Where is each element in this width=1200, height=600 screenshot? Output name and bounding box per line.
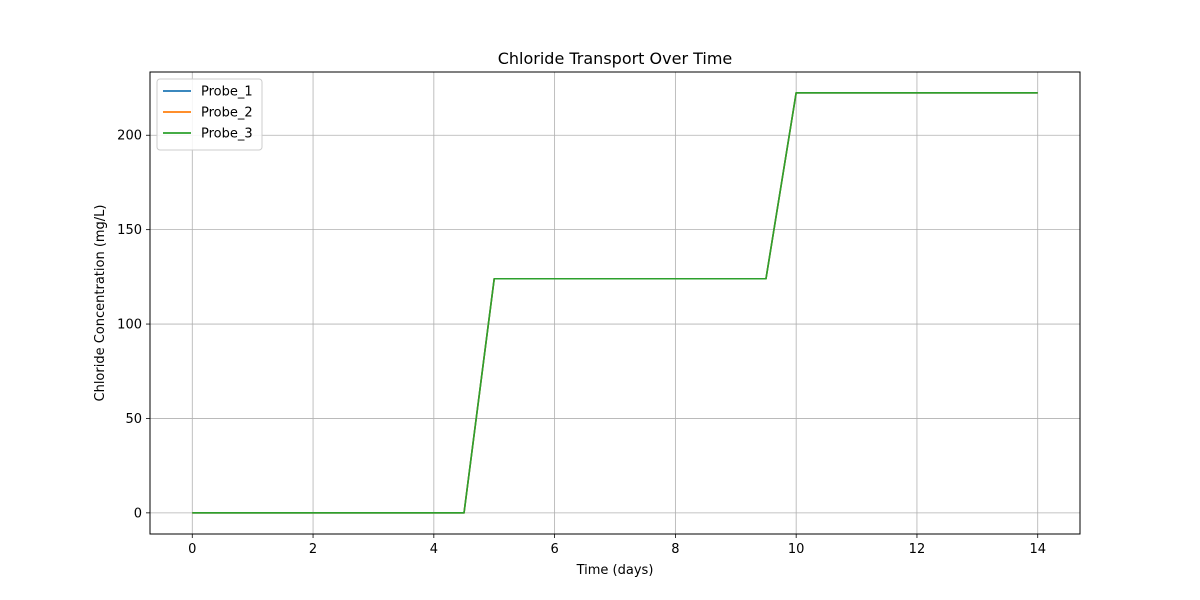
y-tick-label: 100: [117, 318, 142, 333]
chart-title: Chloride Transport Over Time: [498, 49, 733, 68]
x-axis-label: Time (days): [576, 563, 654, 578]
series-line-3: [192, 91, 1038, 514]
x-tick-label: 14: [1029, 542, 1046, 557]
plot-frame: [149, 71, 1081, 535]
y-axis-ticks: 0 50 100 150 200: [117, 129, 150, 521]
x-tick-label: 2: [309, 542, 317, 557]
y-tick-label: 50: [125, 412, 142, 427]
legend: Probe_1 Probe_2 Probe_3: [156, 78, 263, 151]
x-tick-label: 12: [909, 542, 926, 557]
y-tick-label: 200: [117, 129, 142, 144]
x-tick-label: 0: [188, 542, 196, 557]
x-tick-label: 8: [671, 542, 679, 557]
x-axis-ticks: 0 2 4 6 8 10 12 14: [188, 534, 1046, 557]
x-tick-label: 6: [550, 542, 558, 557]
y-tick-label: 0: [134, 506, 142, 521]
legend-label: Probe_2: [201, 106, 253, 121]
x-tick-label: 10: [788, 542, 805, 557]
y-tick-label: 150: [117, 223, 142, 238]
x-tick-label: 4: [430, 542, 438, 557]
y-axis-label: Chloride Concentration (mg/L): [93, 205, 108, 402]
legend-label: Probe_1: [201, 85, 253, 100]
series-lines: [192, 91, 1038, 514]
legend-label: Probe_3: [201, 127, 253, 142]
